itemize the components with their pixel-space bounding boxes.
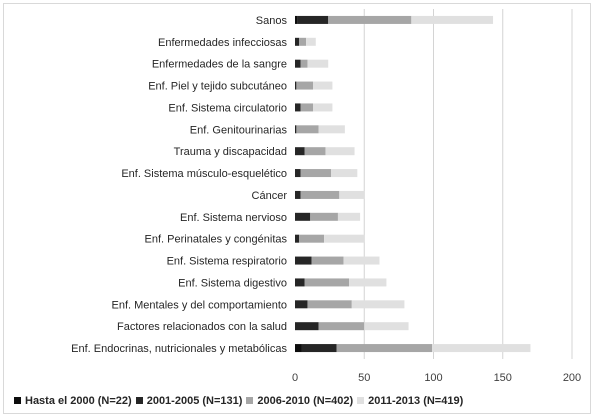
bars <box>295 15 531 353</box>
bar-segment-series-3 <box>343 256 380 265</box>
bar-segment-series-0 <box>295 15 298 24</box>
legend-item: 2001-2005 (N=131) <box>135 395 243 407</box>
category-label: Cáncer <box>252 190 288 202</box>
bar-segment-series-1 <box>295 256 312 265</box>
bar-segment-series-3 <box>324 234 365 243</box>
bar-segment-series-1 <box>295 103 301 112</box>
bar-segment-series-3 <box>318 125 345 134</box>
bar-segment-series-1 <box>295 169 301 178</box>
bar-segment-series-3 <box>313 103 333 112</box>
bar-segment-series-1 <box>295 125 297 134</box>
category-labels: Sanos Enfermedades infecciosas Enfermedade… <box>71 15 287 355</box>
bar-segment-series-1 <box>295 278 305 287</box>
bar-segment-series-2 <box>328 15 412 24</box>
chart-frame <box>3 3 591 414</box>
bar-segment-series-2 <box>300 190 340 199</box>
bar-segment-series-2 <box>310 212 338 221</box>
bar-segment-series-0 <box>295 344 302 353</box>
bar-segment-series-2 <box>304 278 350 287</box>
legend-label: 2001-2005 (N=131) <box>146 395 243 407</box>
category-label: Sanos <box>256 15 288 27</box>
category-label: Enfermedades de la sangre <box>152 59 287 71</box>
category-label: Enf. Sistema digestivo <box>178 277 287 289</box>
bar-segment-series-1 <box>295 190 301 199</box>
bar-segment-series-3 <box>432 344 531 353</box>
legend: Hasta el 2000 (N=22) 2001-2005 (N=131) 200… <box>14 395 594 407</box>
x-tick-label: 0 <box>292 372 298 384</box>
bar-segment-series-2 <box>299 37 307 46</box>
category-label: Factores relacionados con la salud <box>117 321 287 333</box>
bar-segment-series-1 <box>295 212 311 221</box>
legend-swatch <box>246 397 254 404</box>
category-label: Enf. Mentales y del comportamiento <box>112 299 287 311</box>
x-tick-label: 200 <box>563 372 581 384</box>
bar-segment-series-2 <box>299 234 325 243</box>
legend-label: Hasta el 2000 (N=22) <box>25 395 132 407</box>
bar-segment-series-1 <box>295 322 319 331</box>
bar-segment-series-3 <box>351 300 405 309</box>
bar-segment-series-3 <box>411 15 494 24</box>
category-label: Enf. Sistema circulatorio <box>168 102 287 114</box>
legend-label: 2011-2013 (N=419) <box>368 395 464 407</box>
bar-segment-series-2 <box>300 169 332 178</box>
legend-swatch <box>135 397 143 404</box>
legend-swatch <box>14 397 21 404</box>
x-tick-label: 50 <box>358 372 370 384</box>
bar-segment-series-3 <box>306 37 316 46</box>
category-label: Enf. Sistema músculo-esquelético <box>121 168 287 180</box>
legend-item: 2006-2010 (N=402) <box>246 395 353 407</box>
bar-segment-series-3 <box>349 278 387 287</box>
x-tick-label: 100 <box>424 372 442 384</box>
category-label: Enf. Sistema respiratorio <box>167 256 287 268</box>
legend-label: 2006-2010 (N=402) <box>257 395 354 407</box>
bar-segment-series-1 <box>295 59 301 68</box>
category-label: Enf. Piel y tejido subcutáneo <box>148 81 287 93</box>
bar-segment-series-3 <box>364 322 409 331</box>
bar-segment-series-1 <box>295 234 300 243</box>
bar-segment-series-2 <box>318 322 365 331</box>
bar-segment-series-1 <box>301 344 337 353</box>
bar-segment-series-3 <box>331 169 358 178</box>
bar-segment-series-2 <box>336 344 433 353</box>
category-label: Trauma y discapacidad <box>174 146 287 158</box>
bar-segment-series-2 <box>304 147 326 156</box>
bar-segment-series-2 <box>296 81 314 90</box>
x-tick-labels: 0 50 100 150 200 <box>292 372 581 384</box>
bar-segment-series-2 <box>300 59 308 68</box>
bar-segment-series-3 <box>337 212 361 221</box>
category-label: Enf. Sistema nervioso <box>180 212 287 224</box>
bar-segment-series-2 <box>300 103 314 112</box>
bar-segment-series-2 <box>296 125 319 134</box>
bar-segment-series-3 <box>339 190 365 199</box>
bar-segment-series-3 <box>313 81 333 90</box>
bar-segment-series-2 <box>307 300 352 309</box>
bar-segment-series-1 <box>295 37 300 46</box>
category-label: Enf. Perinatales y congénitas <box>145 234 288 246</box>
bar-segment-series-1 <box>295 147 305 156</box>
bar-segment-series-1 <box>297 15 329 24</box>
category-label: Enfermedades infecciosas <box>158 37 288 49</box>
bar-segment-series-1 <box>295 300 308 309</box>
bar-segment-series-2 <box>311 256 344 265</box>
bar-segment-series-3 <box>307 59 329 68</box>
legend-item: 2011-2013 (N=419) <box>357 395 463 407</box>
bar-segment-series-1 <box>295 81 297 90</box>
legend-item: Hasta el 2000 (N=22) <box>14 395 132 407</box>
x-tick-label: 150 <box>494 372 512 384</box>
category-label: Enf. Endocrinas, nutricionales y metaból… <box>71 343 287 355</box>
bar-segment-series-3 <box>325 147 355 156</box>
category-label: Enf. Genitourinarias <box>190 124 288 136</box>
legend-swatch <box>357 397 365 404</box>
